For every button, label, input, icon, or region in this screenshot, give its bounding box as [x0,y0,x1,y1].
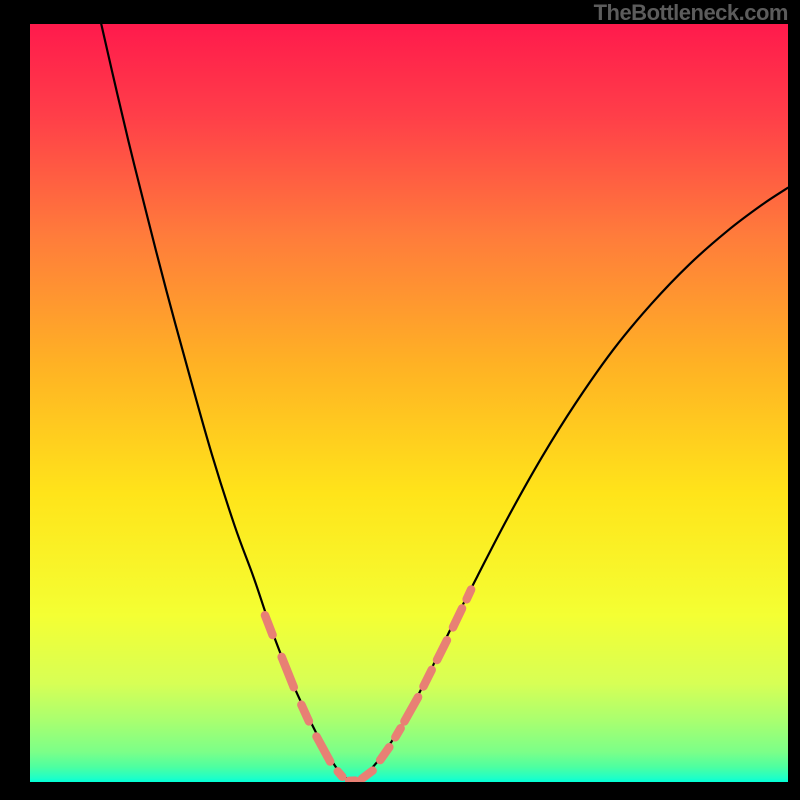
bottleneck-chart [30,24,788,782]
plot-area [30,24,788,782]
chart-container: TheBottleneck.com [0,0,800,800]
attribution-label: TheBottleneck.com [594,0,788,26]
